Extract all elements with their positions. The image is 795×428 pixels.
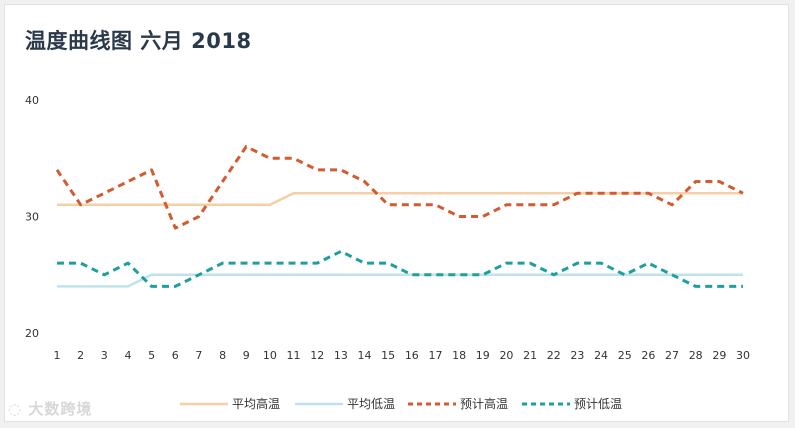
x-tick-label: 1 bbox=[54, 349, 61, 362]
legend-label: 平均低温 bbox=[347, 397, 395, 411]
x-tick-label: 16 bbox=[405, 349, 419, 362]
x-tick-label: 12 bbox=[310, 349, 324, 362]
x-tick-label: 26 bbox=[641, 349, 655, 362]
x-tick-label: 18 bbox=[452, 349, 466, 362]
x-tick-label: 4 bbox=[124, 349, 131, 362]
chart-card: 温度曲线图 六月 2018 20 30 40 1 2 3 4 5 6 7 8 9 10 11 12 13 14 1… bbox=[4, 4, 789, 422]
chart-title: 温度曲线图 六月 2018 bbox=[25, 29, 252, 53]
x-tick-label: 21 bbox=[523, 349, 537, 362]
x-tick-label: 17 bbox=[428, 349, 442, 362]
x-tick-label: 6 bbox=[172, 349, 179, 362]
watermark: ◌ 大数跨境 bbox=[8, 400, 93, 418]
y-tick-label: 20 bbox=[25, 327, 39, 340]
x-tick-label: 8 bbox=[219, 349, 226, 362]
legend-label: 预计低温 bbox=[574, 397, 622, 411]
series-line bbox=[57, 273, 743, 288]
watermark-text: 大数跨境 bbox=[28, 400, 93, 418]
x-tick-label: 27 bbox=[665, 349, 679, 362]
x-tick-label: 10 bbox=[263, 349, 277, 362]
x-tick-label: 25 bbox=[618, 349, 632, 362]
x-tick-label: 29 bbox=[712, 349, 726, 362]
x-tick-label: 14 bbox=[358, 349, 372, 362]
legend-label: 平均高温 bbox=[232, 396, 280, 411]
x-tick-label: 15 bbox=[381, 349, 395, 362]
x-tick-label: 9 bbox=[243, 349, 250, 362]
x-tick-label: 23 bbox=[570, 349, 584, 362]
y-tick-label: 30 bbox=[25, 211, 39, 224]
x-tick-label: 24 bbox=[594, 349, 608, 362]
y-tick-label: 40 bbox=[25, 94, 39, 107]
x-tick-label: 3 bbox=[101, 349, 108, 362]
legend-label: 预计高温 bbox=[460, 396, 508, 411]
x-tick-label: 11 bbox=[287, 349, 301, 362]
x-tick-label: 28 bbox=[689, 349, 703, 362]
x-tick-label: 2 bbox=[77, 349, 84, 362]
series-line bbox=[57, 191, 743, 207]
x-tick-label: 13 bbox=[334, 349, 348, 362]
series-line bbox=[57, 249, 743, 288]
x-tick-label: 19 bbox=[476, 349, 490, 362]
x-tick-label: 5 bbox=[148, 349, 155, 362]
x-tick-label: 22 bbox=[547, 349, 561, 362]
x-tick-label: 7 bbox=[195, 349, 202, 362]
x-tick-label: 30 bbox=[736, 349, 750, 362]
x-tick-label: 20 bbox=[499, 349, 513, 362]
series-line bbox=[55, 145, 744, 230]
